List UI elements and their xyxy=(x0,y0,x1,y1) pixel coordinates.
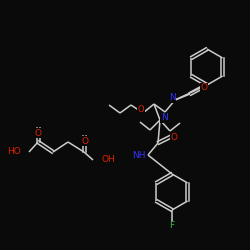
Text: OH: OH xyxy=(102,156,116,164)
Text: N: N xyxy=(160,114,168,122)
Text: O: O xyxy=(200,84,207,92)
Text: HO: HO xyxy=(7,148,21,156)
Text: F: F xyxy=(170,222,174,230)
Text: O: O xyxy=(82,136,88,145)
Text: O: O xyxy=(170,134,177,142)
Text: O: O xyxy=(138,104,144,114)
Text: N: N xyxy=(168,94,175,102)
Text: NH: NH xyxy=(132,150,146,160)
Text: O: O xyxy=(34,128,42,138)
